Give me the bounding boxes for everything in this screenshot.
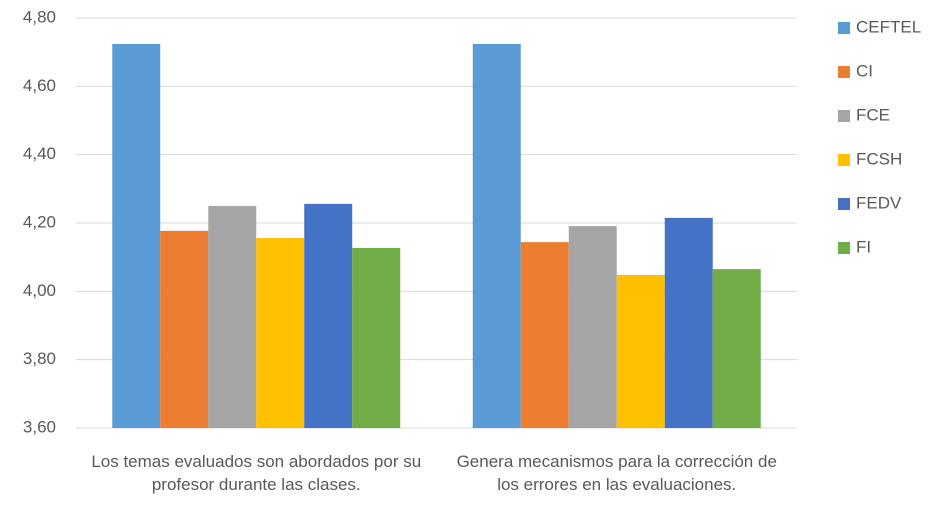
bar <box>520 242 569 428</box>
legend-swatch <box>838 110 850 122</box>
bar <box>112 43 161 428</box>
x-tick-label: Los temas evaluados son abordados por su… <box>91 452 422 494</box>
bar <box>208 205 257 428</box>
bar <box>304 203 353 428</box>
legend-swatch <box>838 22 850 34</box>
legend-label: CEFTEL <box>856 17 921 36</box>
legend-swatch <box>838 66 850 78</box>
bar <box>616 274 665 428</box>
legend-label: FEDV <box>856 193 902 212</box>
bar <box>352 247 401 428</box>
bar <box>160 230 209 428</box>
bar <box>472 43 521 428</box>
y-tick-label: 3,80 <box>23 349 56 368</box>
bar <box>664 217 713 428</box>
y-tick-label: 4,20 <box>23 212 56 231</box>
x-tick-label: Genera mecanismos para la corrección de … <box>456 452 777 494</box>
bar <box>568 226 617 428</box>
y-tick-label: 4,80 <box>23 7 56 26</box>
y-tick-label: 4,40 <box>23 144 56 163</box>
legend-label: CI <box>856 61 873 80</box>
y-tick-label: 4,00 <box>23 281 56 300</box>
legend-label: FCE <box>856 105 890 124</box>
bar <box>712 269 761 428</box>
y-tick-label: 3,60 <box>23 417 56 436</box>
legend-swatch <box>838 154 850 166</box>
legend-label: FCSH <box>856 149 902 168</box>
y-tick-label: 4,60 <box>23 76 56 95</box>
legend-label: FI <box>856 237 871 256</box>
legend-swatch <box>838 242 850 254</box>
legend-swatch <box>838 198 850 210</box>
bar <box>256 238 305 428</box>
